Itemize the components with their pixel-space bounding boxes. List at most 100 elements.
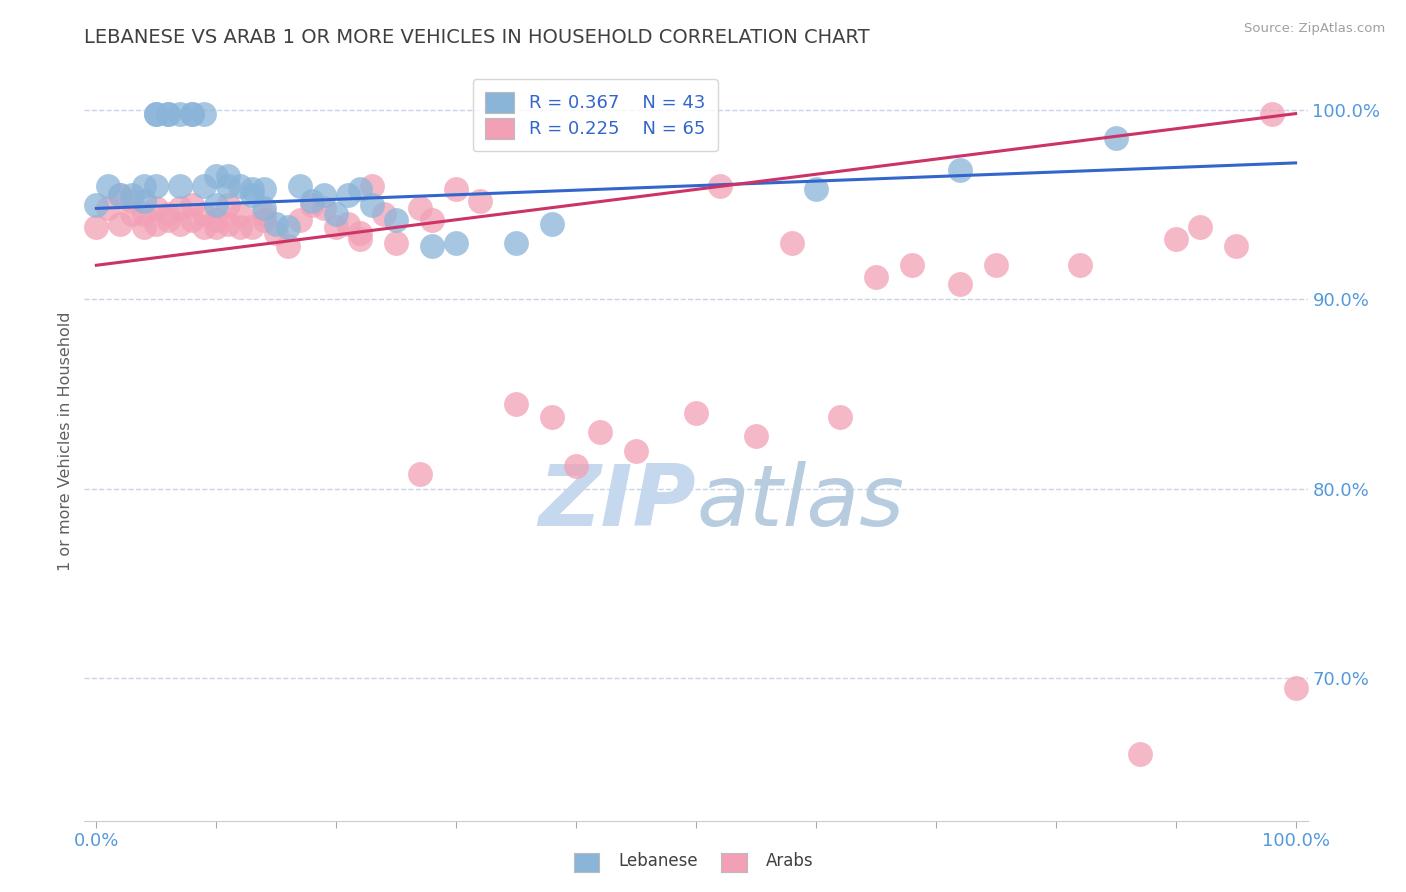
- Point: [110, 188, 132, 202]
- Y-axis label: 1 or more Vehicles in Household: 1 or more Vehicles in Household: [58, 312, 73, 571]
- Point: [1105, 131, 1128, 145]
- Point: [361, 178, 384, 193]
- Point: [229, 207, 252, 221]
- Point: [685, 406, 707, 420]
- Point: [949, 277, 972, 292]
- Point: [121, 188, 143, 202]
- Point: [145, 217, 167, 231]
- Point: [193, 207, 215, 221]
- Text: LEBANESE VS ARAB 1 OR MORE VEHICLES IN HOUSEHOLD CORRELATION CHART: LEBANESE VS ARAB 1 OR MORE VEHICLES IN H…: [84, 28, 870, 47]
- Point: [157, 106, 180, 120]
- Point: [134, 194, 156, 208]
- Point: [205, 169, 228, 183]
- Point: [290, 212, 312, 227]
- Point: [589, 425, 612, 439]
- Text: ZIP: ZIP: [538, 460, 696, 544]
- Point: [468, 194, 491, 208]
- Point: [181, 106, 204, 120]
- Point: [1284, 681, 1306, 695]
- Point: [901, 258, 924, 272]
- Point: [240, 220, 263, 235]
- Legend: R = 0.367    N = 43, R = 0.225    N = 65: R = 0.367 N = 43, R = 0.225 N = 65: [472, 79, 717, 152]
- Point: [361, 197, 384, 211]
- Point: [205, 212, 228, 227]
- Point: [541, 409, 564, 424]
- Point: [97, 178, 120, 193]
- Point: [253, 182, 276, 196]
- Point: [780, 235, 803, 250]
- Point: [134, 178, 156, 193]
- Point: [409, 467, 432, 481]
- Point: [169, 217, 191, 231]
- Point: [121, 207, 143, 221]
- Point: [290, 178, 312, 193]
- Point: [444, 235, 467, 250]
- Text: Arabs: Arabs: [766, 852, 814, 870]
- Point: [253, 202, 276, 216]
- Point: [349, 182, 371, 196]
- Point: [949, 163, 972, 178]
- Point: [314, 188, 336, 202]
- Point: [301, 197, 323, 211]
- Point: [181, 197, 204, 211]
- Point: [110, 188, 132, 202]
- Point: [373, 207, 395, 221]
- Point: [181, 106, 204, 120]
- Point: [385, 235, 408, 250]
- Point: [169, 202, 191, 216]
- Point: [325, 207, 347, 221]
- Point: [505, 396, 527, 410]
- Point: [145, 106, 167, 120]
- Point: [86, 197, 108, 211]
- Point: [97, 202, 120, 216]
- Point: [709, 178, 731, 193]
- Point: [264, 217, 287, 231]
- Point: [301, 194, 323, 208]
- Point: [193, 178, 215, 193]
- Point: [337, 217, 360, 231]
- Text: atlas: atlas: [696, 460, 904, 544]
- Point: [181, 212, 204, 227]
- Point: [169, 106, 191, 120]
- Point: [217, 217, 239, 231]
- Point: [865, 269, 887, 284]
- Point: [325, 220, 347, 235]
- Point: [1069, 258, 1091, 272]
- Point: [349, 226, 371, 240]
- Point: [229, 220, 252, 235]
- Point: [385, 212, 408, 227]
- Point: [277, 220, 299, 235]
- Point: [1164, 232, 1187, 246]
- Point: [217, 169, 239, 183]
- Point: [145, 178, 167, 193]
- Point: [145, 202, 167, 216]
- Point: [314, 202, 336, 216]
- Point: [217, 197, 239, 211]
- Point: [1225, 239, 1247, 253]
- Point: [349, 232, 371, 246]
- Point: [169, 178, 191, 193]
- Point: [541, 217, 564, 231]
- Point: [86, 220, 108, 235]
- Point: [420, 239, 443, 253]
- Point: [984, 258, 1007, 272]
- Point: [205, 197, 228, 211]
- Point: [157, 212, 180, 227]
- Point: [157, 106, 180, 120]
- Point: [229, 178, 252, 193]
- Point: [193, 106, 215, 120]
- Text: Lebanese: Lebanese: [619, 852, 699, 870]
- Point: [134, 207, 156, 221]
- Point: [253, 212, 276, 227]
- Point: [205, 220, 228, 235]
- Point: [157, 207, 180, 221]
- Point: [1260, 106, 1282, 120]
- Point: [217, 178, 239, 193]
- Point: [828, 409, 851, 424]
- Point: [145, 106, 167, 120]
- Point: [337, 188, 360, 202]
- Point: [134, 220, 156, 235]
- Point: [804, 182, 827, 196]
- Text: Source: ZipAtlas.com: Source: ZipAtlas.com: [1244, 22, 1385, 36]
- Point: [121, 194, 143, 208]
